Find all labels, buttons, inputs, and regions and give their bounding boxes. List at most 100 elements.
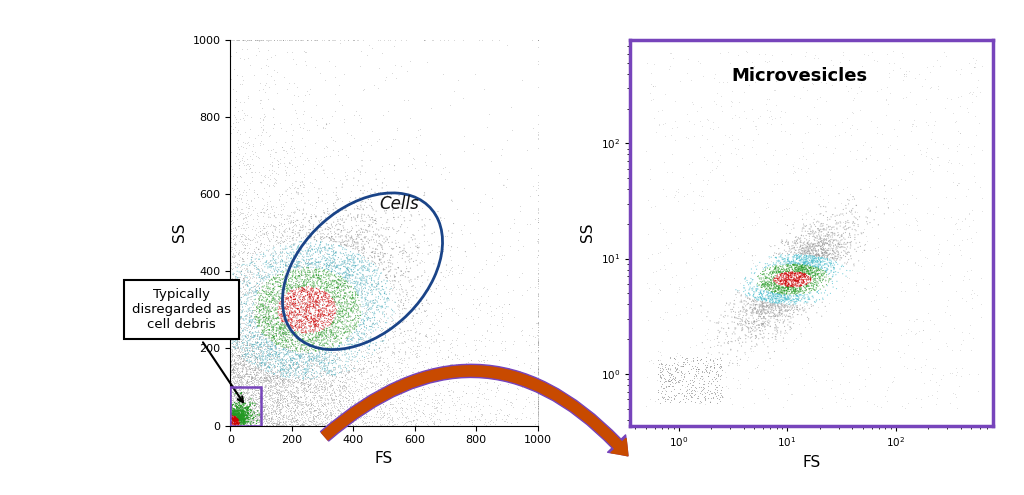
Point	[762, 276, 778, 284]
Point	[297, 259, 313, 267]
Point	[246, 370, 262, 378]
Point	[333, 291, 349, 299]
Point	[679, 191, 695, 198]
Point	[274, 337, 291, 345]
Point	[805, 251, 821, 259]
Point	[797, 246, 813, 254]
Point	[294, 223, 310, 231]
Point	[529, 313, 546, 321]
Point	[266, 208, 283, 216]
Point	[244, 341, 260, 348]
Point	[314, 401, 331, 409]
Point	[372, 413, 388, 421]
Point	[222, 387, 239, 395]
Point	[848, 346, 864, 354]
Point	[273, 297, 290, 305]
Point	[292, 307, 308, 315]
Point	[770, 275, 786, 283]
Point	[291, 284, 307, 292]
Point	[837, 222, 853, 230]
Point	[339, 254, 355, 262]
Point	[394, 418, 411, 426]
Point	[386, 350, 402, 358]
Point	[831, 222, 848, 230]
Point	[315, 292, 332, 300]
Point	[370, 277, 386, 285]
Point	[322, 302, 338, 310]
Point	[790, 206, 806, 214]
Point	[848, 155, 864, 163]
Point	[417, 358, 433, 366]
Point	[792, 273, 808, 281]
Point	[223, 368, 240, 376]
Point	[223, 394, 240, 401]
Point	[234, 419, 251, 427]
Point	[442, 101, 459, 109]
Point	[312, 289, 329, 297]
Point	[265, 407, 282, 415]
Point	[232, 401, 249, 409]
Point	[312, 384, 329, 392]
Point	[353, 288, 370, 296]
Point	[744, 285, 761, 293]
Point	[319, 344, 336, 351]
Point	[786, 269, 803, 277]
Point	[814, 248, 830, 256]
Point	[232, 414, 249, 422]
Point	[263, 334, 280, 342]
Point	[251, 343, 267, 350]
Point	[305, 283, 322, 291]
Point	[287, 308, 303, 316]
Point	[240, 234, 256, 242]
Point	[280, 333, 296, 341]
Point	[283, 344, 299, 352]
Point	[794, 261, 810, 269]
Point	[241, 398, 257, 406]
Point	[301, 346, 317, 353]
Point	[222, 355, 239, 363]
Point	[869, 243, 886, 251]
Point	[795, 249, 811, 257]
Point	[296, 319, 312, 327]
Point	[818, 71, 835, 79]
Point	[244, 318, 260, 326]
Point	[788, 281, 805, 289]
Point	[239, 407, 255, 415]
Point	[336, 324, 352, 332]
Point	[480, 418, 497, 426]
Point	[241, 317, 257, 325]
Point	[253, 272, 269, 280]
Point	[355, 365, 372, 373]
Point	[230, 309, 247, 317]
Point	[742, 303, 759, 311]
Point	[408, 336, 424, 344]
Point	[222, 401, 239, 409]
Point	[529, 230, 546, 238]
Point	[785, 276, 802, 284]
Point	[308, 227, 325, 235]
Point	[274, 329, 291, 337]
Point	[348, 300, 365, 308]
Point	[802, 285, 818, 293]
Point	[347, 245, 364, 253]
Point	[447, 411, 464, 419]
Point	[225, 416, 242, 424]
Point	[263, 377, 280, 385]
Point	[232, 414, 249, 422]
Point	[278, 187, 294, 195]
Point	[529, 388, 546, 396]
Point	[901, 316, 918, 324]
Point	[345, 36, 361, 44]
Point	[360, 211, 377, 219]
Point	[274, 377, 291, 385]
Point	[224, 351, 241, 359]
Point	[782, 274, 799, 282]
Point	[283, 382, 299, 390]
Point	[782, 269, 799, 277]
Point	[248, 402, 264, 410]
Point	[304, 251, 321, 259]
Point	[347, 279, 364, 287]
Point	[247, 148, 263, 156]
Point	[346, 334, 362, 342]
Point	[279, 394, 295, 402]
